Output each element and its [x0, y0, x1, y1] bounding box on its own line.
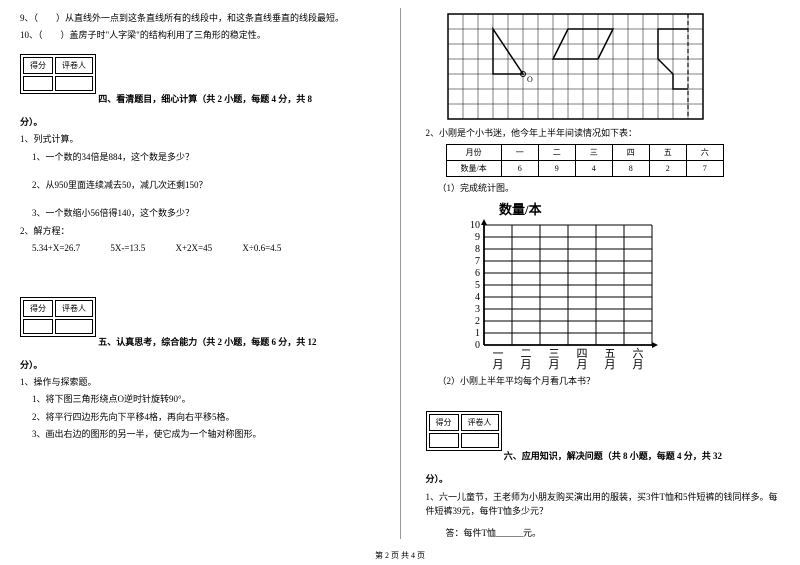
eq3: X+2X=45 [175, 241, 212, 255]
score-box-5: 得分评卷人 [20, 297, 96, 337]
q9: 9、（ ）从直线外一点到这条直线所有的线段中，和这条直线垂直的线段最短。 [20, 11, 375, 25]
s5-2b: （2）小刚上半年平均每个月看几本书？ [438, 374, 781, 388]
svg-text:月: 月 [492, 359, 503, 370]
svg-text:7: 7 [475, 256, 480, 267]
score-box-6: 得分评卷人 [426, 411, 502, 451]
s6-1: 1、六一儿童节，王老师为小朋友购买演出用的服装，买3件T恤和5件短裤的钱同样多。… [426, 490, 781, 519]
svg-text:9: 9 [475, 232, 480, 243]
svg-text:月: 月 [576, 359, 587, 370]
s5-2a: （1）完成统计图。 [438, 181, 781, 195]
svg-text:数量/本: 数量/本 [499, 202, 542, 217]
s4-1a: 1、一个数的34倍是884，这个数是多少？ [32, 150, 375, 164]
svg-text:1: 1 [475, 328, 480, 339]
s4-1: 1、列式计算。 [20, 132, 375, 146]
eq1: 5.34+X=26.7 [32, 241, 80, 255]
section-6-title: 六、应用知识，解决问题（共 8 小题，每题 4 分，共 32 [504, 451, 722, 461]
eq4: X÷0.6=4.5 [242, 241, 281, 255]
grader-label: 评卷人 [55, 300, 93, 317]
s5-1a: 1、将下图三角形绕点O逆时针旋转90°。 [32, 392, 375, 406]
s5-2: 2、小刚是个小书迷，他今年上半年间读情况如下表： [426, 126, 781, 140]
svg-text:10: 10 [470, 220, 480, 231]
score-box-4: 得分评卷人 [20, 54, 96, 94]
svg-text:5: 5 [475, 280, 480, 291]
svg-text:3: 3 [475, 304, 480, 315]
grader-label: 评卷人 [55, 57, 93, 74]
section-4-title: 四、看清题目，细心计算（共 2 小题，每题 4 分，共 8 [98, 94, 312, 104]
score-label: 得分 [23, 57, 53, 74]
s4-1b: 2、从950里面连续减去50，减几次还剩150？ [32, 178, 375, 192]
s5-1b: 2、将平行四边形先向下平移4格，再向右平移5格。 [32, 410, 375, 424]
svg-text:月: 月 [548, 359, 559, 370]
score-label: 得分 [429, 414, 459, 431]
svg-text:O: O [527, 75, 533, 84]
s4-1c: 3、一个数缩小56倍得140，这个数多少？ [32, 206, 375, 220]
s4-2: 2、解方程： [20, 224, 375, 238]
svg-text:月: 月 [632, 359, 643, 370]
svg-text:6: 6 [475, 268, 480, 279]
equations: 5.34+X=26.7 5X-=13.5 X+2X=45 X÷0.6=4.5 [32, 241, 375, 255]
s6-answer: 答：每件T恤______元。 [446, 526, 781, 539]
left-column: 9、（ ）从直线外一点到这条直线所有的线段中，和这条直线垂直的线段最短。 10、… [20, 8, 375, 539]
section-5-end: 分）。 [20, 358, 375, 372]
svg-text:0: 0 [475, 340, 480, 351]
svg-text:月: 月 [604, 359, 615, 370]
s5-1: 1、操作与探索题。 [20, 375, 375, 389]
eq2: 5X-=13.5 [110, 241, 145, 255]
section-4-end: 分）。 [20, 115, 375, 129]
grader-label: 评卷人 [461, 414, 499, 431]
s5-1c: 3、画出右边的图形的另一半，使它成为一个轴对称图形。 [32, 427, 375, 441]
reading-table: 月份一二三四五六数量/本694827 [446, 144, 724, 177]
column-divider [400, 8, 401, 539]
score-label: 得分 [23, 300, 53, 317]
svg-text:月: 月 [520, 359, 531, 370]
right-column: O 2、小刚是个小书迷，他今年上半年间读情况如下表： 月份一二三四五六数量/本6… [426, 8, 781, 539]
svg-text:8: 8 [475, 244, 480, 255]
svg-text:4: 4 [475, 292, 480, 303]
page-footer: 第 2 页 共 4 页 [0, 550, 800, 561]
svg-text:2: 2 [475, 316, 480, 327]
bar-chart: 数量/本109876543210一月二月三月四月五月六月 [456, 200, 676, 370]
q10: 10、（ ）盖房子时"人字梁"的结构利用了三角形的稳定性。 [20, 28, 375, 42]
shapes-grid: O [446, 12, 706, 122]
section-6-end: 分）。 [426, 472, 781, 486]
section-5-title: 五、认真思考，综合能力（共 2 小题，每题 6 分，共 12 [98, 337, 316, 347]
